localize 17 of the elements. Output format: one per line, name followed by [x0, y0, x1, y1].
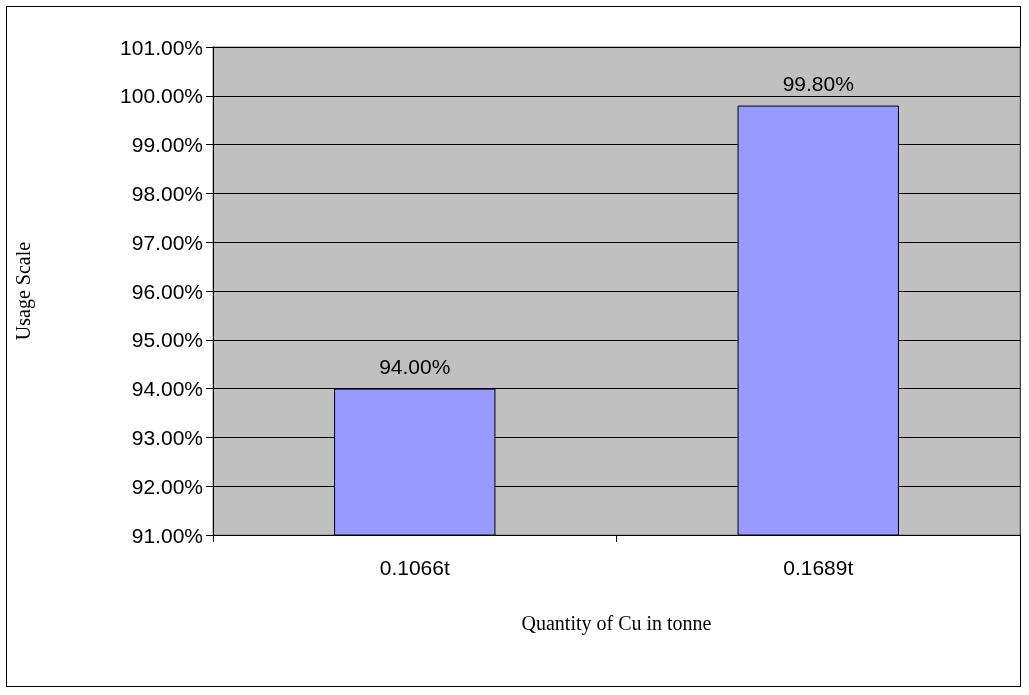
- y-tick-label: 91.00%: [131, 523, 203, 547]
- y-tick-label: 100.00%: [120, 84, 203, 108]
- data-label: 94.00%: [379, 354, 451, 378]
- y-tick-label: 94.00%: [131, 377, 203, 401]
- y-tick-label: 93.00%: [131, 425, 203, 449]
- y-tick-label: 99.00%: [131, 133, 203, 157]
- y-tick-label: 98.00%: [131, 181, 203, 205]
- y-tick-label: 101.00%: [120, 35, 203, 59]
- y-axis-title: Usage Scale: [12, 241, 35, 341]
- data-label: 99.80%: [782, 71, 854, 95]
- x-tick-label: 0.1066t: [379, 556, 450, 579]
- y-tick-label: 97.00%: [131, 230, 203, 254]
- y-tick-label: 96.00%: [131, 279, 203, 303]
- x-tick-label: 0.1689t: [783, 556, 854, 579]
- y-tick-label: 92.00%: [131, 474, 203, 498]
- x-axis-title: Quantity of Cu in tonne: [521, 612, 712, 635]
- y-tick-label: 95.00%: [131, 328, 203, 352]
